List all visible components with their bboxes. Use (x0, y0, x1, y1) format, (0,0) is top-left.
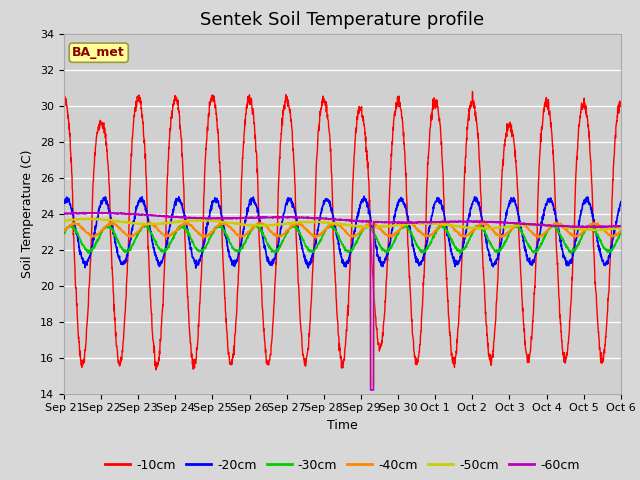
-30cm (438, 221, 445, 227)
Title: Sentek Soil Temperature profile: Sentek Soil Temperature profile (200, 11, 484, 29)
-10cm (505, 121, 513, 127)
-10cm (359, 114, 367, 120)
Line: -20cm: -20cm (64, 196, 621, 268)
-50cm (617, 225, 625, 231)
Line: -10cm: -10cm (64, 92, 621, 370)
Legend: -10cm, -20cm, -30cm, -40cm, -50cm, -60cm: -10cm, -20cm, -30cm, -40cm, -50cm, -60cm (100, 454, 585, 477)
-10cm (216, 160, 223, 166)
-30cm (216, 223, 223, 228)
-50cm (505, 224, 513, 230)
-40cm (359, 225, 367, 231)
-40cm (371, 221, 379, 227)
-60cm (367, 387, 374, 393)
-10cm (584, 116, 591, 122)
-50cm (371, 224, 379, 230)
-40cm (216, 221, 223, 227)
-20cm (617, 199, 625, 204)
-60cm (568, 224, 576, 229)
X-axis label: Time: Time (327, 419, 358, 432)
-60cm (371, 219, 379, 225)
-20cm (60, 199, 68, 204)
-30cm (568, 249, 576, 254)
-10cm (152, 367, 159, 372)
Line: -50cm: -50cm (64, 218, 621, 384)
-30cm (505, 232, 513, 238)
-50cm (359, 224, 367, 229)
-40cm (60, 228, 68, 234)
-60cm (216, 216, 223, 221)
-10cm (371, 304, 379, 310)
-20cm (584, 197, 591, 203)
-20cm (359, 196, 367, 202)
-50cm (568, 225, 576, 231)
-40cm (568, 232, 576, 238)
-50cm (93, 215, 101, 221)
-20cm (505, 202, 513, 207)
-40cm (312, 235, 320, 240)
-30cm (358, 228, 366, 234)
-10cm (468, 89, 476, 95)
-10cm (568, 275, 576, 280)
-20cm (360, 193, 368, 199)
-50cm (584, 227, 591, 232)
-60cm (617, 223, 625, 229)
-20cm (371, 240, 379, 245)
Line: -60cm: -60cm (64, 213, 621, 390)
-50cm (60, 218, 68, 224)
-30cm (60, 230, 68, 236)
-60cm (584, 223, 591, 229)
-60cm (359, 218, 367, 224)
-60cm (79, 210, 86, 216)
-40cm (617, 229, 625, 235)
-20cm (216, 204, 223, 209)
-20cm (568, 258, 576, 264)
Line: -40cm: -40cm (64, 222, 621, 238)
-50cm (216, 218, 223, 224)
Line: -30cm: -30cm (64, 224, 621, 254)
-30cm (584, 225, 591, 230)
-60cm (505, 220, 513, 226)
-50cm (367, 382, 374, 387)
-30cm (456, 251, 464, 257)
-60cm (60, 211, 68, 216)
-10cm (60, 89, 68, 95)
Y-axis label: Soil Temperature (C): Soil Temperature (C) (22, 149, 35, 278)
-10cm (617, 104, 625, 109)
-30cm (371, 231, 378, 237)
Text: BA_met: BA_met (72, 46, 125, 59)
-40cm (584, 225, 591, 230)
-40cm (505, 228, 513, 234)
-40cm (108, 219, 115, 225)
-30cm (617, 230, 625, 236)
-20cm (192, 265, 200, 271)
